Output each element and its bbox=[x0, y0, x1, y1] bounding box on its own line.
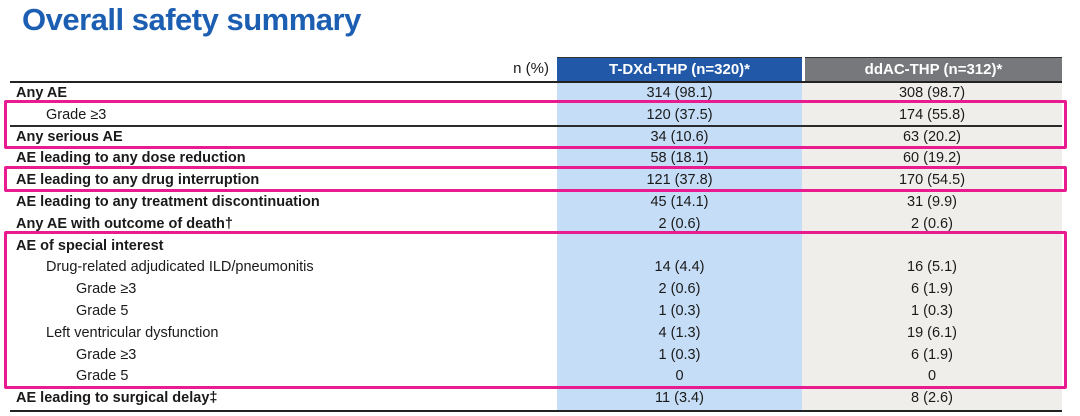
row-label: Grade 5 bbox=[76, 368, 129, 385]
ddac-value-cell: 6 (1.9) bbox=[802, 279, 1062, 301]
ddac-value-cell: 1 (0.3) bbox=[802, 300, 1062, 323]
tdxd-value-cell: 314 (98.1) bbox=[557, 83, 802, 105]
table-row: Grade ≥3 2 (0.6) 6 (1.9) bbox=[10, 279, 1062, 301]
ddac-value-cell: 174 (55.8) bbox=[802, 104, 1062, 125]
column-header-tdxd: T-DXd-THP (n=320)* bbox=[557, 57, 802, 81]
table-row: Left ventricular dysfunction 4 (1.3) 19 (6… bbox=[10, 322, 1062, 345]
column-header-ddac: ddAC-THP (n=312)* bbox=[805, 57, 1062, 81]
ddac-value-cell: 63 (20.2) bbox=[802, 126, 1062, 149]
tdxd-value-cell: 1 (0.3) bbox=[557, 300, 802, 323]
table-row: Grade ≥3 120 (37.5) 174 (55.8) bbox=[10, 104, 1062, 127]
row-label: Drug-related adjudicated ILD/pneumonitis bbox=[46, 259, 314, 276]
safety-summary-table: n (%) T-DXd-THP (n=320)* ddAC-THP (n=312… bbox=[10, 57, 1062, 412]
tdxd-value-cell: 14 (4.4) bbox=[557, 257, 802, 280]
ddac-value-cell: 0 bbox=[802, 366, 1062, 389]
table-row: Drug-related adjudicated ILD/pneumonitis… bbox=[10, 257, 1062, 280]
table-row: Any AE with outcome of death† 2 (0.6) 2 (0… bbox=[10, 213, 1062, 236]
ddac-value-cell: 170 (54.5) bbox=[802, 170, 1062, 192]
ddac-value-cell: 60 (19.2) bbox=[802, 148, 1062, 171]
tdxd-value-cell: 45 (14.1) bbox=[557, 191, 802, 214]
table-row: AE leading to any treatment discontinuat… bbox=[10, 191, 1062, 214]
tdxd-value-cell: 4 (1.3) bbox=[557, 322, 802, 345]
ddac-value-cell: 16 (5.1) bbox=[802, 257, 1062, 280]
table-row: AE of special interest bbox=[10, 235, 1062, 258]
table-row: Grade ≥3 1 (0.3) 6 (1.9) bbox=[10, 344, 1062, 367]
ddac-value-cell: 2 (0.6) bbox=[802, 213, 1062, 236]
row-label: AE leading to any dose reduction bbox=[16, 150, 246, 167]
tdxd-value-cell: 2 (0.6) bbox=[557, 213, 802, 236]
tdxd-value-cell: 34 (10.6) bbox=[557, 126, 802, 149]
tdxd-value-cell: 121 (37.8) bbox=[557, 170, 802, 192]
table-row: AE leading to any drug interruption 121 (… bbox=[10, 170, 1062, 192]
table-row: Grade 5 1 (0.3) 1 (0.3) bbox=[10, 300, 1062, 323]
row-label: Grade ≥3 bbox=[46, 106, 107, 123]
row-label: AE of special interest bbox=[16, 237, 164, 254]
table-body: Any AE 314 (98.1) 308 (98.7) Grade ≥3 120 (3… bbox=[10, 83, 1062, 412]
tdxd-value-cell bbox=[557, 235, 802, 258]
row-label: Any AE bbox=[16, 85, 68, 101]
ddac-value-cell: 19 (6.1) bbox=[802, 322, 1062, 345]
table-row: Any AE 314 (98.1) 308 (98.7) bbox=[10, 83, 1062, 105]
row-label: Grade ≥3 bbox=[76, 346, 137, 363]
tdxd-value-cell: 0 bbox=[557, 366, 802, 389]
row-label: AE leading to any treatment discontinuat… bbox=[16, 193, 320, 210]
table-row: Any serious AE 34 (10.6) 63 (20.2) bbox=[10, 126, 1062, 149]
row-label: AE leading to any drug interruption bbox=[16, 172, 260, 189]
unit-label: n (%) bbox=[513, 60, 549, 77]
table-row: AE leading to any dose reduction 58 (18.1… bbox=[10, 148, 1062, 171]
row-label: Grade ≥3 bbox=[76, 281, 137, 298]
tdxd-value-cell: 11 (3.4) bbox=[557, 388, 802, 410]
row-label: Grade 5 bbox=[76, 302, 129, 319]
header-gap bbox=[802, 57, 805, 81]
row-label: Any AE with outcome of death† bbox=[16, 215, 233, 232]
tdxd-value-cell: 120 (37.5) bbox=[557, 104, 802, 125]
row-label: Any serious AE bbox=[16, 128, 123, 145]
ddac-value-cell: 308 (98.7) bbox=[802, 83, 1062, 105]
ddac-value-cell: 6 (1.9) bbox=[802, 344, 1062, 367]
tdxd-value-cell: 58 (18.1) bbox=[557, 148, 802, 171]
page-title: Overall safety summary bbox=[22, 2, 361, 37]
ddac-value-cell bbox=[802, 235, 1062, 258]
table-header-row: n (%) T-DXd-THP (n=320)* ddAC-THP (n=312… bbox=[10, 57, 1062, 83]
row-label: AE leading to surgical delay‡ bbox=[16, 390, 218, 407]
table-row: AE leading to surgical delay‡ 11 (3.4) 8 (… bbox=[10, 388, 1062, 410]
ddac-value-cell: 31 (9.9) bbox=[802, 191, 1062, 214]
ddac-value-cell: 8 (2.6) bbox=[802, 388, 1062, 410]
tdxd-value-cell: 2 (0.6) bbox=[557, 279, 802, 301]
row-label: Left ventricular dysfunction bbox=[46, 324, 219, 341]
tdxd-value-cell: 1 (0.3) bbox=[557, 344, 802, 367]
